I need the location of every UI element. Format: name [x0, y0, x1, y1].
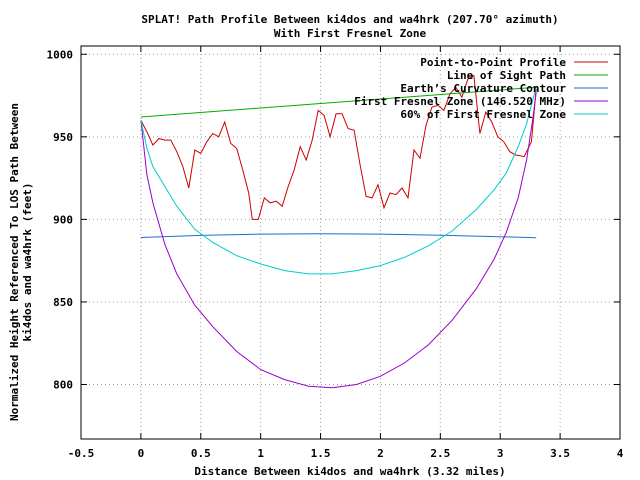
axis-ticks: -0.5 0 0.5 1 1.5 2 2.5 3 3.5 4 800 850 900 950 1000 [47, 46, 624, 460]
x-tick-label: 2 [377, 447, 384, 460]
y-axis-label-line2: ki4dos and wa4hrk (feet) [21, 183, 34, 342]
series-line-3 [140, 92, 537, 389]
y-tick-label: 800 [53, 379, 73, 392]
series-line-4 [140, 87, 537, 275]
x-axis-label: Distance Between ki4dos and wa4hrk (3.32… [194, 465, 505, 478]
legend-label-3: First Fresnel Zone (146.520 MHz) [354, 95, 566, 108]
y-axis-label-line1: Normalized Height Referenced To LOS Path… [8, 103, 21, 421]
x-tick-label: 4 [617, 447, 624, 460]
x-tick-label: 3.5 [550, 447, 570, 460]
legend-label-4: 60% of First Fresnel Zone [400, 108, 566, 121]
x-tick-label: 0.5 [191, 447, 211, 460]
y-tick-label: 850 [53, 296, 73, 309]
x-tick-label: 2.5 [430, 447, 450, 460]
y-tick-label: 1000 [47, 48, 74, 61]
legend-label-1: Line of Sight Path [447, 69, 566, 82]
x-tick-label: 3 [497, 447, 504, 460]
legend-label-0: Point-to-Point Profile [420, 56, 566, 69]
legend-label-2: Earth’s Curvature Contour [400, 82, 566, 95]
y-tick-label: 950 [53, 131, 73, 144]
x-tick-label: -0.5 [68, 447, 95, 460]
series-group [140, 74, 537, 389]
chart-title: SPLAT! Path Profile Between ki4dos and w… [141, 13, 558, 26]
plot-frame [80, 45, 621, 440]
y-tick-label: 900 [53, 213, 73, 226]
x-tick-label: 1.5 [311, 447, 331, 460]
chart-subtitle: With First Fresnel Zone [274, 27, 427, 40]
series-line-2 [140, 233, 537, 239]
x-tick-label: 0 [138, 447, 145, 460]
series-line-1 [140, 86, 537, 118]
x-tick-label: 1 [257, 447, 264, 460]
series-line-0 [140, 74, 537, 220]
